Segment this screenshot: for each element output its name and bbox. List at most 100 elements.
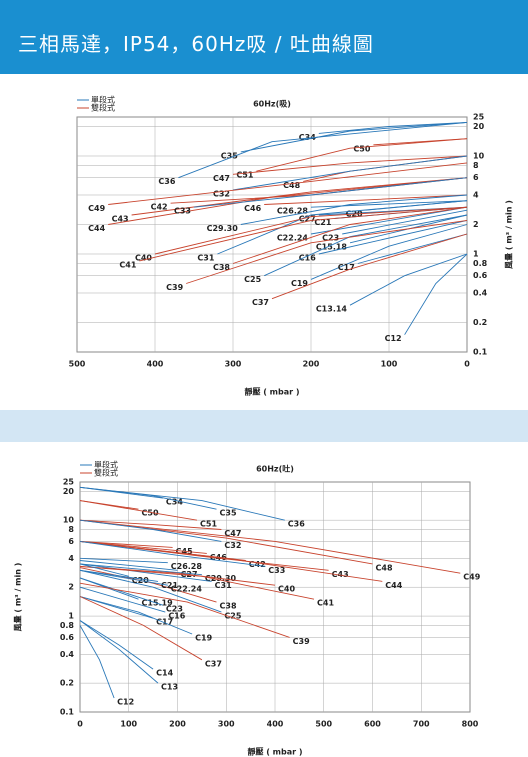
curve-label: C50 [142, 509, 159, 518]
curve [310, 206, 468, 235]
curve-label: C40 [278, 585, 295, 594]
curve [108, 162, 468, 205]
curve-label: C22.24 [277, 233, 309, 242]
curve-label: C29.30 [207, 224, 239, 233]
curve-label: C15.18 [316, 242, 348, 251]
curve [79, 500, 198, 521]
curve [310, 200, 468, 208]
y-tick-label: 0.2 [473, 318, 487, 327]
curve-label: C22.24 [171, 585, 203, 594]
curve-label: C39 [293, 637, 310, 646]
curve-label: C33 [268, 566, 285, 575]
y-tick-label: 0.6 [60, 633, 75, 642]
curve-label: C47 [224, 529, 241, 538]
curve-label: C16 [299, 253, 316, 262]
legend-label: 雙段式 [94, 468, 118, 478]
curve [349, 253, 468, 306]
curve-label: C19 [195, 634, 212, 643]
curve-label: C13.14 [316, 305, 348, 314]
curve-label: C34 [299, 133, 316, 142]
curve-label: C16 [168, 612, 185, 621]
curve [79, 540, 383, 582]
curve [79, 565, 315, 600]
curve-label: C42 [249, 560, 266, 569]
y-tick-label: 20 [63, 487, 75, 496]
curve [79, 582, 290, 638]
curve-label: C37 [205, 659, 222, 668]
curve-label: C43 [332, 570, 349, 579]
curve [232, 206, 468, 264]
y-tick-label: 0.4 [60, 650, 75, 659]
curve-label: C36 [158, 177, 175, 186]
curve-label: C35 [220, 509, 237, 518]
curve-label: C36 [288, 520, 305, 529]
y-tick-label: 4 [473, 190, 479, 199]
y-tick-label: 10 [473, 151, 485, 160]
curve [79, 625, 115, 699]
curve-label: C34 [166, 498, 183, 507]
curve-label: C17 [156, 618, 173, 627]
curve-label: C17 [338, 263, 355, 272]
curve-label: C47 [213, 174, 230, 183]
curve-label: C32 [213, 189, 230, 198]
curve [264, 194, 468, 205]
curve-label: C32 [224, 541, 241, 550]
curve-label: C23 [322, 233, 339, 242]
curve [404, 253, 468, 335]
curve [318, 121, 468, 134]
divider-band [0, 410, 528, 442]
curve [79, 577, 164, 606]
curve-label: C13 [161, 683, 178, 692]
y-tick-label: 2 [68, 583, 74, 592]
curve [79, 519, 222, 542]
chart-title: 60Hz(吸) [253, 100, 291, 109]
curve [154, 206, 468, 255]
curve-label: C37 [252, 298, 269, 307]
y-tick-label: 0.1 [473, 348, 488, 357]
curve [79, 586, 166, 613]
curve-label: C50 [353, 144, 370, 153]
curve [79, 569, 222, 613]
legend-label: 單段式 [94, 460, 118, 470]
page-title: 三相馬達，IP54，60Hz吸 / 吐曲線圖 [18, 32, 374, 56]
x-tick-label: 300 [225, 360, 242, 369]
curve [232, 155, 468, 191]
curve-label: C49 [463, 573, 480, 582]
x-tick-label: 600 [364, 720, 381, 729]
curve-label: C33 [174, 207, 191, 216]
y-tick-label: 0.8 [473, 259, 488, 268]
y-tick-label: 1 [68, 612, 74, 621]
curve [79, 486, 285, 521]
curve-label: C49 [88, 204, 105, 213]
curve [318, 219, 468, 255]
curve [79, 557, 168, 564]
curve-label: C31 [197, 253, 214, 262]
curve [79, 567, 217, 603]
y-tick-label: 8 [473, 161, 479, 170]
curve-label: C25 [224, 612, 241, 621]
y-tick-label: 20 [473, 122, 485, 131]
curve [79, 596, 193, 635]
curve-label: C12 [117, 697, 134, 706]
chart-title: 60Hz(吐) [256, 464, 294, 474]
curve-label: C44 [88, 224, 105, 233]
curve-label: C14 [156, 669, 173, 678]
y-tick-label: 2 [473, 220, 479, 229]
x-tick-label: 0 [464, 360, 470, 369]
curve [79, 620, 159, 684]
y-tick-label: 10 [63, 516, 75, 525]
curve-label: C48 [376, 563, 393, 572]
curve-label: C44 [385, 581, 402, 590]
curve-label: C39 [166, 283, 183, 292]
curve [217, 200, 468, 255]
curve-label: C51 [200, 520, 217, 529]
curve [310, 224, 468, 280]
y-tick-label: 1 [473, 249, 479, 258]
curve [79, 560, 178, 571]
x-tick-label: 400 [147, 360, 164, 369]
y-tick-label: 6 [68, 537, 74, 546]
curve-label: C12 [385, 334, 402, 343]
curve-label: C38 [213, 263, 230, 272]
curve-label: C46 [244, 204, 261, 213]
